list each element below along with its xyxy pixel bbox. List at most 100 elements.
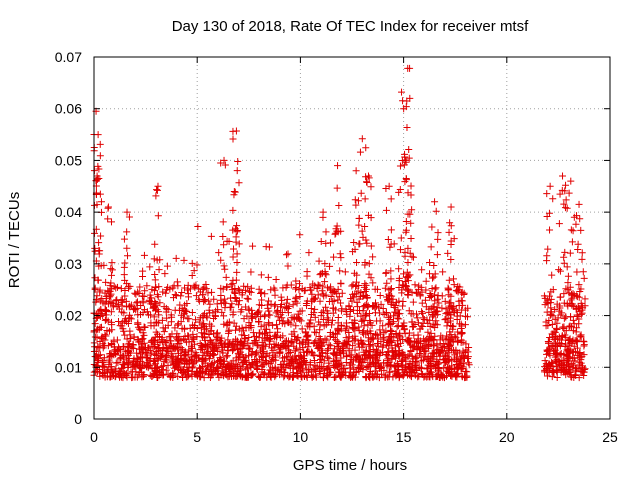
data-point <box>355 351 363 359</box>
data-point <box>184 315 192 323</box>
data-point <box>106 292 114 300</box>
y-tick-label: 0.03 <box>55 256 82 272</box>
data-point <box>409 298 417 306</box>
data-point <box>244 295 252 303</box>
data-point <box>176 367 184 375</box>
data-point <box>236 362 244 370</box>
data-point <box>191 340 199 348</box>
data-point <box>424 364 432 372</box>
data-point <box>242 361 250 369</box>
data-point <box>308 290 316 298</box>
data-point <box>108 266 116 274</box>
data-point <box>220 241 228 249</box>
data-point <box>398 88 406 96</box>
y-tick-label: 0.04 <box>55 204 82 220</box>
data-point <box>254 362 262 370</box>
data-point <box>316 359 324 367</box>
data-point <box>387 285 395 293</box>
data-point <box>334 368 342 376</box>
data-point <box>311 356 319 364</box>
data-point <box>192 316 200 324</box>
data-point <box>399 302 407 310</box>
data-point <box>284 262 292 270</box>
data-point <box>359 292 367 300</box>
data-point <box>564 286 572 294</box>
data-point <box>138 292 146 300</box>
data-point <box>292 285 300 293</box>
data-point <box>549 312 557 320</box>
data-point <box>392 347 400 355</box>
data-point <box>451 364 459 372</box>
data-point <box>142 353 150 361</box>
x-tick-label: 5 <box>193 429 201 445</box>
data-point <box>284 317 292 325</box>
data-point <box>184 332 192 340</box>
data-point <box>238 324 246 332</box>
data-point <box>307 286 315 294</box>
data-point <box>133 298 141 306</box>
data-point <box>362 173 370 181</box>
data-point <box>237 371 245 379</box>
data-point <box>569 316 577 324</box>
data-point <box>269 346 277 354</box>
data-point <box>443 363 451 371</box>
data-point <box>198 357 206 365</box>
data-point <box>315 257 323 265</box>
data-point <box>543 308 551 316</box>
plot-frame <box>93 56 611 420</box>
data-point <box>277 293 285 301</box>
data-point <box>118 302 126 310</box>
data-point <box>200 320 208 328</box>
data-point <box>324 353 332 361</box>
data-point <box>134 336 142 344</box>
data-point <box>218 308 226 316</box>
data-point <box>342 334 350 342</box>
data-point <box>198 344 206 352</box>
data-point <box>407 347 415 355</box>
data-point <box>433 340 441 348</box>
data-point <box>322 349 330 357</box>
data-point <box>381 284 389 292</box>
data-point <box>123 280 131 288</box>
data-point <box>194 222 202 230</box>
data-point <box>181 306 189 314</box>
data-point <box>440 355 448 363</box>
data-point <box>140 293 148 301</box>
data-point <box>362 373 370 381</box>
data-point <box>217 356 225 364</box>
data-point <box>292 277 300 285</box>
data-point <box>170 344 178 352</box>
data-point <box>390 333 398 341</box>
data-point <box>409 343 417 351</box>
data-point <box>318 308 326 316</box>
data-point <box>233 228 241 236</box>
data-point <box>102 307 110 315</box>
data-point <box>151 287 159 295</box>
data-point <box>303 348 311 356</box>
data-point <box>580 342 588 350</box>
data-point <box>158 362 166 370</box>
y-tick-label: 0.01 <box>55 359 82 375</box>
data-point <box>229 369 237 377</box>
data-point <box>361 259 369 267</box>
data-point <box>367 242 375 250</box>
data-point <box>199 351 207 359</box>
data-point <box>284 305 292 313</box>
data-point <box>386 316 394 324</box>
data-point <box>560 290 568 298</box>
data-point <box>101 316 109 324</box>
data-point <box>355 221 363 229</box>
data-point <box>123 373 131 381</box>
data-point <box>260 321 268 329</box>
data-point <box>147 322 155 330</box>
data-point <box>238 291 246 299</box>
x-tick-label: 0 <box>90 429 98 445</box>
data-point <box>566 335 574 343</box>
data-point <box>184 281 192 289</box>
data-point <box>557 293 565 301</box>
data-point <box>100 354 108 362</box>
data-point <box>118 319 126 327</box>
data-point <box>337 254 345 262</box>
data-point <box>445 276 453 284</box>
data-point <box>306 361 314 369</box>
